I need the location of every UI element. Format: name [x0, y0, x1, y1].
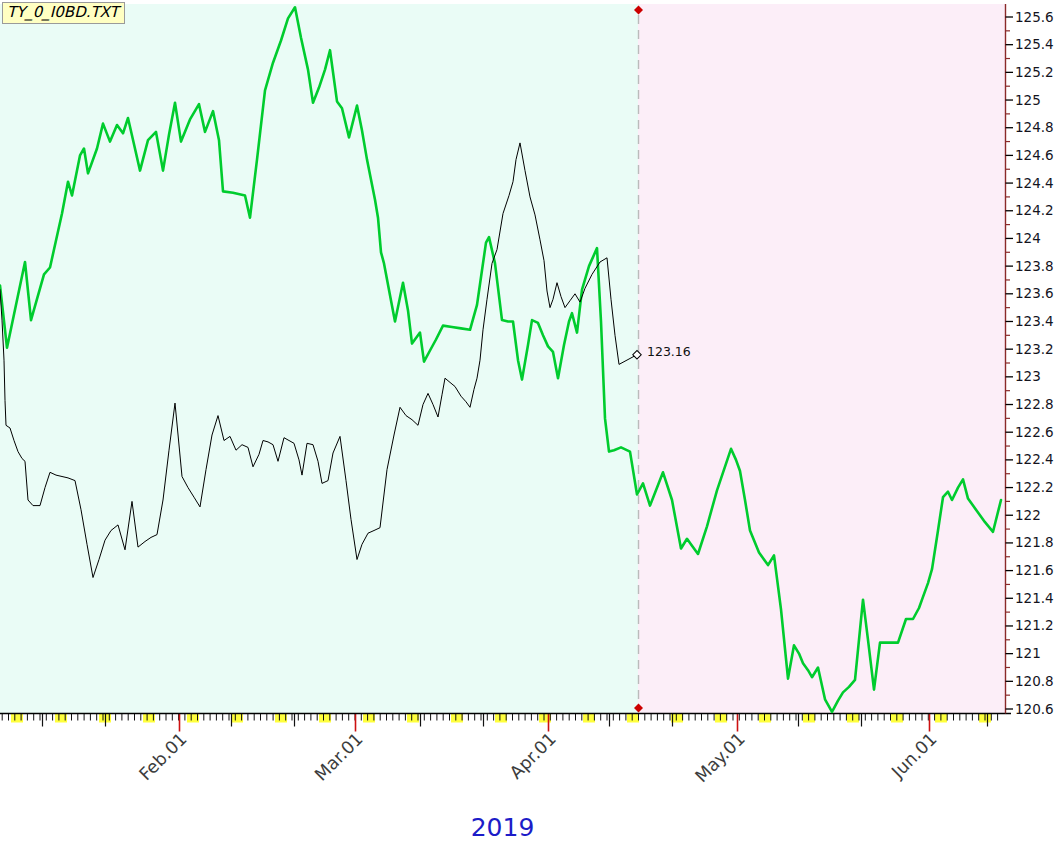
y-tick-label: 121.4: [1015, 590, 1054, 606]
y-tick-label: 123: [1015, 368, 1041, 384]
y-tick-label: 122.2: [1015, 479, 1054, 495]
y-tick-label: 125.6: [1015, 9, 1054, 25]
weekend-mark: [495, 714, 507, 723]
weekend-mark: [715, 714, 727, 723]
chart-title-badge[interactable]: TY_0_I0BD.TXT: [2, 2, 125, 24]
y-tick-label: 124.2: [1015, 202, 1054, 218]
y-tick-label: 123.8: [1015, 258, 1054, 274]
weekend-mark: [319, 714, 331, 723]
weekend-mark: [407, 714, 419, 723]
y-tick-label: 125: [1015, 92, 1041, 108]
y-tick-label: 122: [1015, 507, 1041, 523]
weekend-mark: [583, 714, 595, 723]
last-price-label: 123.16: [647, 344, 691, 359]
price-chart: Feb.01 Mar.01 Apr.01 May.01 Jun.01 120.6 120.8…: [0, 0, 1063, 849]
y-tick-label: 120.8: [1015, 673, 1054, 689]
y-tick-label: 121.6: [1015, 562, 1054, 578]
y-tick-label: 121.8: [1015, 534, 1054, 550]
y-tick-label: 122.4: [1015, 451, 1054, 467]
y-tick-label: 121.2: [1015, 617, 1054, 633]
y-tick-label: 123.4: [1015, 313, 1054, 329]
y-tick-label: 122.6: [1015, 424, 1054, 440]
y-tick-label: 124: [1015, 230, 1041, 246]
y-tick-label: 124.6: [1015, 147, 1054, 163]
plot-region-history: [0, 4, 638, 714]
y-tick-label: 123.2: [1015, 341, 1054, 357]
plot-region-forecast: [638, 4, 1005, 714]
y-tick-label: 122.8: [1015, 396, 1054, 412]
x-tick-label: Feb.01: [135, 729, 191, 785]
year-label: 2019: [0, 813, 1005, 842]
y-tick-label: 125.4: [1015, 36, 1054, 52]
weekend-mark: [363, 714, 375, 723]
x-tick-label: Apr.01: [506, 729, 560, 783]
x-tick-label: Mar.01: [311, 729, 367, 785]
y-tick-label: 124.4: [1015, 175, 1054, 191]
y-tick-label: 125.2: [1015, 64, 1054, 80]
y-tick-label: 123.6: [1015, 285, 1054, 301]
y-tick-label: 120.6: [1015, 701, 1054, 717]
y-tick-label: 124.8: [1015, 119, 1054, 135]
weekend-mark: [451, 714, 463, 723]
x-tick-label: Jun.01: [887, 729, 941, 783]
y-tick-label: 121: [1015, 645, 1041, 661]
chart-window: Feb.01 Mar.01 Apr.01 May.01 Jun.01 120.6 120.8…: [0, 0, 1063, 849]
weekend-mark: [627, 714, 639, 723]
x-tick-label: May.01: [691, 729, 749, 787]
